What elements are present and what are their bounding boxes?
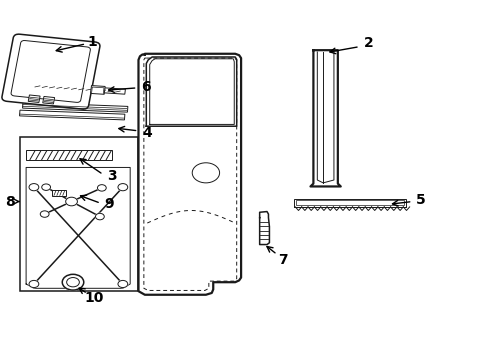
Text: 8: 8 xyxy=(5,194,15,208)
Bar xyxy=(52,190,66,196)
Text: 2: 2 xyxy=(364,36,374,50)
Circle shape xyxy=(42,184,50,190)
Circle shape xyxy=(98,185,106,191)
Bar xyxy=(26,150,112,160)
FancyBboxPatch shape xyxy=(2,34,100,109)
Circle shape xyxy=(96,213,104,220)
Bar xyxy=(296,201,404,206)
Bar xyxy=(20,110,125,120)
Bar xyxy=(23,102,128,112)
Circle shape xyxy=(40,211,49,217)
Text: 5: 5 xyxy=(416,193,426,207)
Bar xyxy=(28,95,40,103)
Bar xyxy=(294,199,406,207)
Circle shape xyxy=(62,274,84,290)
Text: 3: 3 xyxy=(107,170,117,183)
Circle shape xyxy=(29,280,39,288)
Text: 7: 7 xyxy=(278,253,288,267)
Bar xyxy=(91,86,105,94)
Text: 6: 6 xyxy=(142,80,151,94)
Circle shape xyxy=(118,280,128,288)
Circle shape xyxy=(66,197,77,206)
Text: 9: 9 xyxy=(104,197,114,211)
Text: 10: 10 xyxy=(85,291,104,305)
Circle shape xyxy=(67,278,79,287)
Text: 1: 1 xyxy=(88,35,98,49)
Circle shape xyxy=(118,184,128,191)
FancyBboxPatch shape xyxy=(11,41,90,102)
Bar xyxy=(20,137,138,291)
Circle shape xyxy=(192,163,220,183)
Text: 4: 4 xyxy=(143,126,152,140)
Bar xyxy=(43,96,54,104)
Circle shape xyxy=(29,184,39,191)
Bar xyxy=(27,83,125,94)
